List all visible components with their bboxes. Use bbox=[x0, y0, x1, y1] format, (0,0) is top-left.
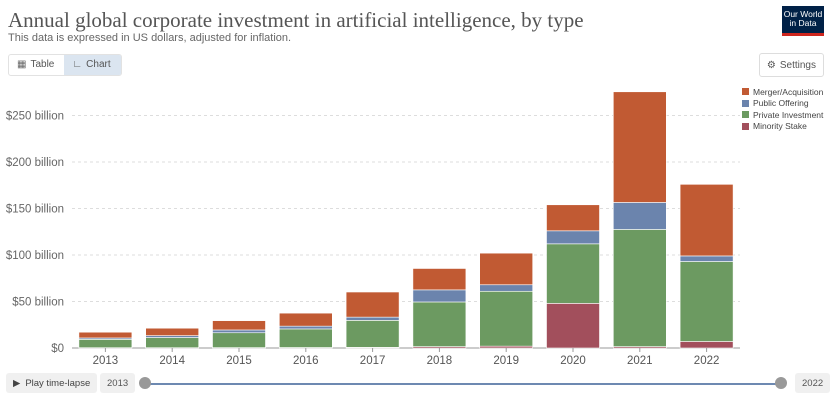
settings-button[interactable]: ⚙ Settings bbox=[758, 53, 824, 77]
y-tick-label: $50 billion bbox=[12, 297, 64, 309]
bar-segment-merger-2013 bbox=[78, 331, 133, 339]
bar-segment-private-2020 bbox=[546, 243, 600, 304]
view-tabs: ▦ Table ∟ Chart bbox=[8, 54, 122, 76]
bar-segment-private-2018 bbox=[412, 301, 467, 347]
bar-segment-minority-2020 bbox=[546, 303, 600, 349]
play-icon: ▶ bbox=[13, 377, 21, 389]
bar-segment-public-2021 bbox=[612, 202, 667, 230]
timeline-start-year[interactable]: 2013 bbox=[100, 373, 136, 393]
tab-table-label: Table bbox=[30, 59, 55, 70]
bar-segment-public-2017 bbox=[345, 316, 400, 321]
bar-segment-merger-2017 bbox=[345, 291, 400, 318]
x-tick-label-2019: 2019 bbox=[493, 355, 519, 367]
legend-item-private[interactable]: Private Investment bbox=[742, 109, 823, 121]
bar-segment-merger-2021 bbox=[612, 91, 667, 203]
y-tick-label: $150 billion bbox=[6, 204, 64, 216]
table-icon: ▦ bbox=[17, 59, 27, 70]
bar-segment-merger-2018 bbox=[412, 268, 467, 291]
timeline-end-handle[interactable] bbox=[775, 377, 787, 389]
x-tick-label-2021: 2021 bbox=[627, 355, 653, 367]
bar-segment-private-2019 bbox=[479, 290, 534, 347]
x-tick-label-2020: 2020 bbox=[560, 355, 586, 367]
owid-logo[interactable]: Our World in Data bbox=[782, 6, 824, 36]
gear-icon: ⚙ bbox=[766, 59, 776, 71]
tab-chart-label: Chart bbox=[86, 59, 111, 70]
bar-segment-merger-2014 bbox=[145, 327, 199, 336]
legend-swatch-merger bbox=[742, 88, 749, 96]
legend-swatch-private bbox=[742, 111, 749, 119]
bar-segment-merger-2022 bbox=[679, 184, 734, 257]
x-tick-label-2014: 2014 bbox=[159, 355, 185, 367]
bar-segment-public-2016 bbox=[278, 325, 333, 330]
bar-segment-private-2013 bbox=[78, 339, 133, 349]
tab-table[interactable]: ▦ Table bbox=[9, 55, 64, 75]
bar-segment-private-2015 bbox=[212, 332, 266, 348]
chart-legend: Merger/Acquisition Public Offering Priva… bbox=[742, 86, 823, 132]
bar-segment-public-2020 bbox=[546, 230, 600, 245]
legend-label-merger: Merger/Acquisition bbox=[753, 86, 824, 97]
chart-subtitle: This data is expressed in US dollars, ad… bbox=[8, 32, 292, 44]
bar-segment-public-2015 bbox=[212, 329, 266, 334]
logo-line-2: in Data bbox=[789, 18, 817, 28]
x-tick-label-2018: 2018 bbox=[427, 355, 453, 367]
bar-segment-private-2021 bbox=[612, 229, 667, 347]
logo-line-1: Our World bbox=[783, 9, 823, 19]
legend-label-minority: Minority Stake bbox=[753, 121, 807, 132]
bar-segment-merger-2019 bbox=[479, 252, 534, 286]
timeline-track[interactable] bbox=[145, 383, 781, 385]
settings-label: Settings bbox=[779, 59, 816, 71]
bar-segment-private-2016 bbox=[278, 328, 333, 348]
legend-item-minority[interactable]: Minority Stake bbox=[742, 121, 823, 133]
chart-icon: ∟ bbox=[72, 59, 83, 70]
x-tick-label-2017: 2017 bbox=[360, 355, 386, 367]
bar-segment-merger-2020 bbox=[546, 204, 600, 232]
x-tick-label-2015: 2015 bbox=[226, 355, 252, 367]
chart-title: Annual global corporate investment in ar… bbox=[8, 8, 584, 32]
timeline-end-year[interactable]: 2022 bbox=[795, 373, 831, 393]
x-tick-label-2016: 2016 bbox=[293, 355, 319, 367]
bar-segment-public-2019 bbox=[479, 284, 534, 292]
y-tick-label: $250 billion bbox=[6, 111, 64, 123]
play-timelapse-button[interactable]: ▶ Play time-lapse bbox=[6, 373, 98, 393]
legend-item-merger[interactable]: Merger/Acquisition bbox=[742, 86, 823, 98]
bar-segment-private-2014 bbox=[145, 337, 199, 349]
bar-segment-private-2017 bbox=[345, 320, 400, 348]
bar-segment-public-2022 bbox=[679, 255, 734, 262]
stacked-bar-chart: $0 $50 billion $100 billion $150 billion $20… bbox=[6, 91, 740, 367]
timeline-start-handle[interactable] bbox=[139, 377, 151, 389]
legend-label-public: Public Offering bbox=[753, 98, 809, 109]
legend-item-public[interactable]: Public Offering bbox=[742, 98, 823, 110]
x-tick-label-2022: 2022 bbox=[694, 355, 720, 367]
timeline-footer: ▶ Play time-lapse 2013 2022 bbox=[0, 372, 832, 396]
bar-segment-public-2018 bbox=[412, 289, 467, 303]
y-tick-label: $100 billion bbox=[6, 250, 64, 262]
bar-segment-minority-2022 bbox=[679, 341, 734, 349]
y-tick-label: $0 bbox=[51, 343, 64, 355]
legend-swatch-public bbox=[742, 99, 749, 107]
y-tick-label: $200 billion bbox=[6, 157, 64, 169]
tab-chart[interactable]: ∟ Chart bbox=[64, 55, 121, 75]
bar-segment-merger-2016 bbox=[278, 312, 333, 327]
bar-segment-private-2022 bbox=[679, 261, 734, 342]
legend-label-private: Private Investment bbox=[753, 109, 824, 120]
x-tick-label-2013: 2013 bbox=[93, 355, 119, 367]
legend-swatch-minority bbox=[742, 122, 749, 130]
bar-segment-merger-2015 bbox=[212, 320, 266, 331]
play-timelapse-label: Play time-lapse bbox=[25, 377, 91, 389]
